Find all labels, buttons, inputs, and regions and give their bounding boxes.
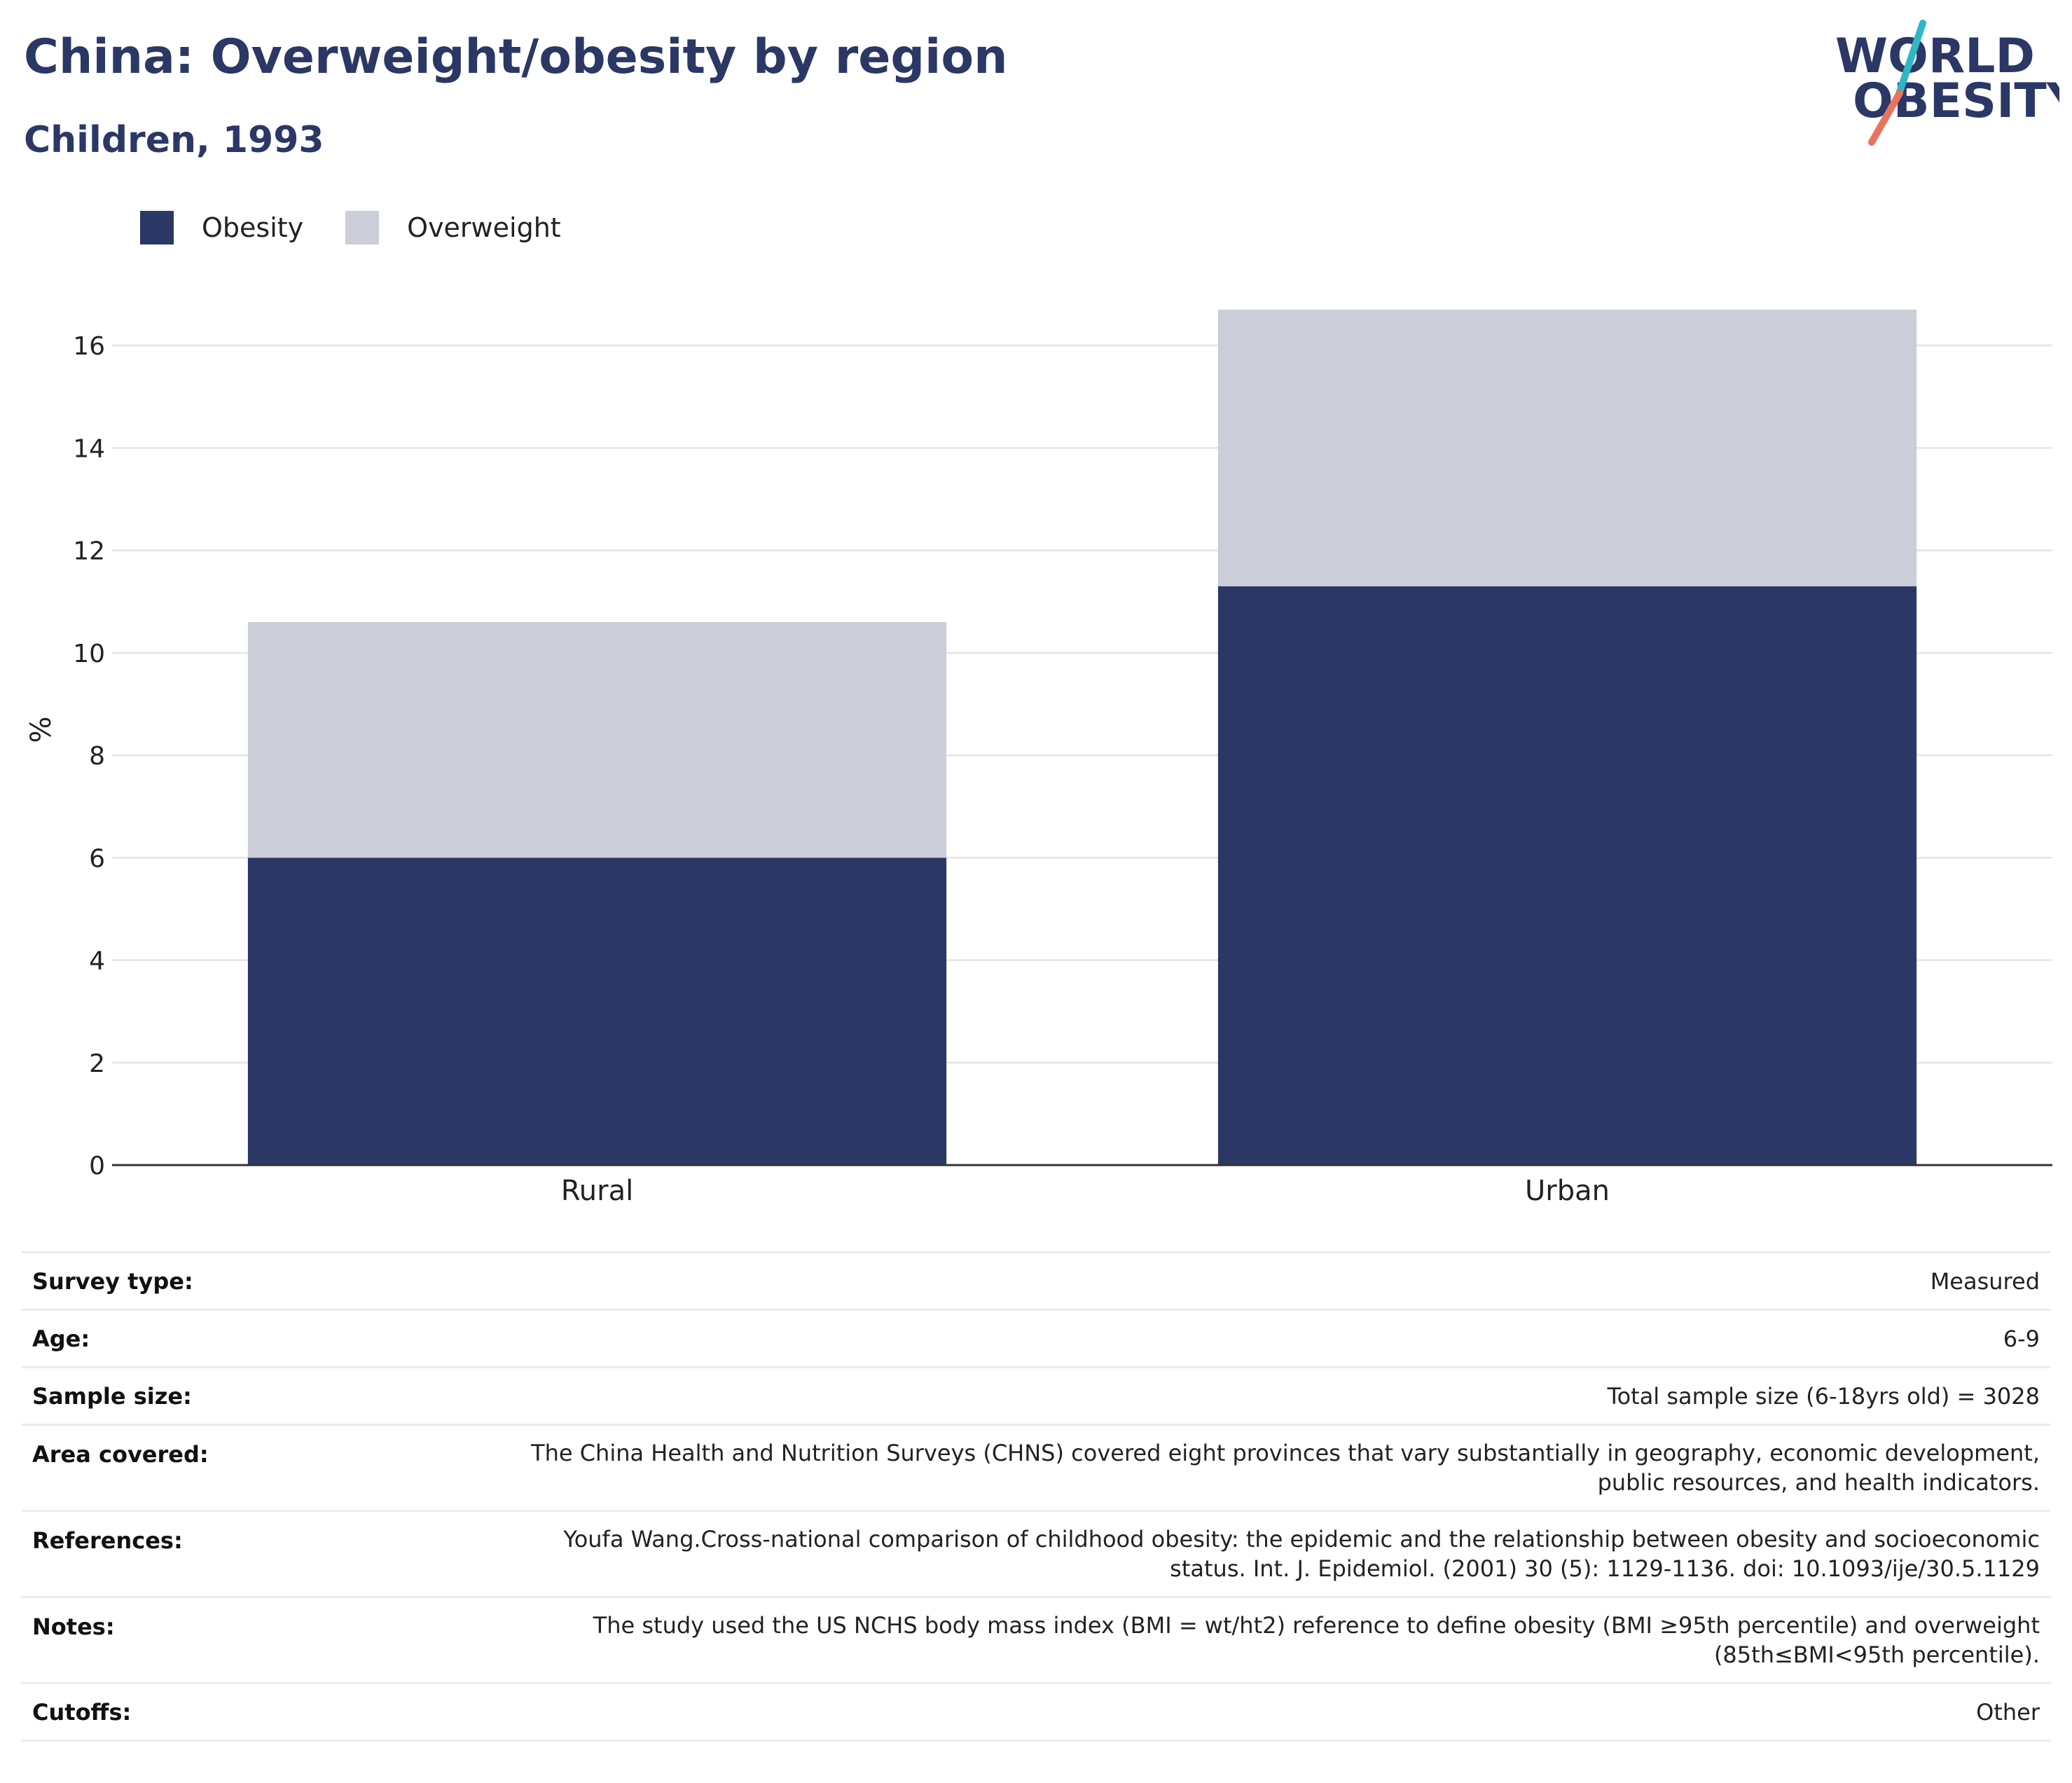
- logo-word-world: WORLD: [1835, 29, 2035, 84]
- meta-value-line: The China Health and Nutrition Surveys (…: [531, 1440, 2040, 1466]
- meta-value-line: Youfa Wang.Cross-national comparison of …: [563, 1526, 2040, 1553]
- chart-legend: Obesity Overweight: [140, 207, 603, 249]
- meta-value: Total sample size (6-18yrs old) = 3028: [436, 1366, 2051, 1425]
- meta-value-line: 6-9: [2003, 1325, 2040, 1352]
- meta-value-line: (85th≤BMI<95th percentile).: [1713, 1641, 2040, 1668]
- meta-key: Sample size:: [21, 1366, 436, 1425]
- y-tick-label: 8: [89, 742, 105, 771]
- survey-metadata-table: Survey type: Measured Age: 6-9 Sample size: T…: [21, 1251, 2051, 1742]
- chart-subtitle: Children, 1993: [24, 119, 324, 161]
- meta-row: Sample size: Total sample size (6-18yrs o…: [21, 1366, 2051, 1425]
- bar-obesity-rural: [247, 858, 947, 1165]
- y-axis-label: %: [25, 716, 57, 743]
- meta-value: Other: [436, 1682, 2051, 1742]
- y-tick-label: 12: [73, 537, 105, 566]
- chart-title: China: Overweight/obesity by region: [24, 29, 1008, 85]
- meta-row: References: Youfa Wang.Cross-national com…: [21, 1510, 2051, 1597]
- logo-slash-bottom: [1868, 90, 1903, 146]
- meta-row: Survey type: Measured: [21, 1251, 2051, 1310]
- y-tick-label: 2: [89, 1049, 105, 1078]
- legend-swatch-overweight: [345, 211, 380, 245]
- legend-item-obesity[interactable]: Obesity: [140, 211, 303, 245]
- meta-key: Age:: [21, 1309, 436, 1368]
- meta-value: The China Health and Nutrition Surveys (…: [436, 1424, 2051, 1511]
- x-tick-label: Urban: [1525, 1175, 1610, 1207]
- meta-value-line: public resources, and health indicators.: [1597, 1469, 2040, 1496]
- legend-item-overweight[interactable]: Overweight: [345, 211, 561, 245]
- meta-value: Youfa Wang.Cross-national comparison of …: [436, 1510, 2051, 1597]
- meta-value-line: Other: [1976, 1698, 2040, 1726]
- meta-value-line: status. Int. J. Epidemiol. (2001) 30 (5)…: [1170, 1555, 2040, 1582]
- y-tick-label: 10: [73, 640, 105, 668]
- meta-value-line: Measured: [1930, 1267, 2040, 1295]
- bar-overweight-rural: [247, 621, 947, 858]
- meta-row: Cutoffs: Other: [21, 1682, 2051, 1742]
- meta-key: References:: [21, 1510, 436, 1597]
- y-tick-label: 14: [73, 434, 105, 463]
- meta-key: Survey type:: [21, 1251, 436, 1310]
- bar-obesity-urban: [1217, 586, 1917, 1165]
- legend-label-overweight: Overweight: [407, 212, 561, 243]
- meta-key: Area covered:: [21, 1424, 436, 1511]
- meta-key: Notes:: [21, 1596, 436, 1684]
- world-obesity-logo: WORLD OBESITY: [1835, 20, 2059, 146]
- meta-row: Area covered: The China Health and Nutrit…: [21, 1424, 2051, 1511]
- meta-row: Age: 6-9: [21, 1309, 2051, 1368]
- meta-value-line: The study used the US NCHS body mass ind…: [593, 1612, 2040, 1639]
- meta-value: The study used the US NCHS body mass ind…: [436, 1596, 2051, 1684]
- legend-label-obesity: Obesity: [202, 212, 304, 243]
- legend-swatch-obesity: [140, 211, 174, 245]
- y-tick-label: 0: [89, 1152, 105, 1180]
- meta-value-line: Total sample size (6-18yrs old) = 3028: [1607, 1382, 2040, 1410]
- meta-row: Notes: The study used the US NCHS body ma…: [21, 1596, 2051, 1684]
- x-tick-label: Rural: [561, 1175, 633, 1207]
- meta-key: Cutoffs:: [21, 1682, 436, 1742]
- y-tick-label: 6: [89, 844, 105, 873]
- logo-slash-top: [1895, 20, 1926, 99]
- bar-overweight-urban: [1217, 309, 1917, 586]
- meta-value: Measured: [436, 1251, 2051, 1310]
- stacked-bar-chart: 0 2 4 6 8 10 12 14 16% Rural Urban: [25, 309, 2052, 1207]
- meta-value: 6-9: [436, 1309, 2051, 1368]
- y-tick-label: 16: [73, 332, 105, 361]
- y-tick-label: 4: [89, 947, 105, 976]
